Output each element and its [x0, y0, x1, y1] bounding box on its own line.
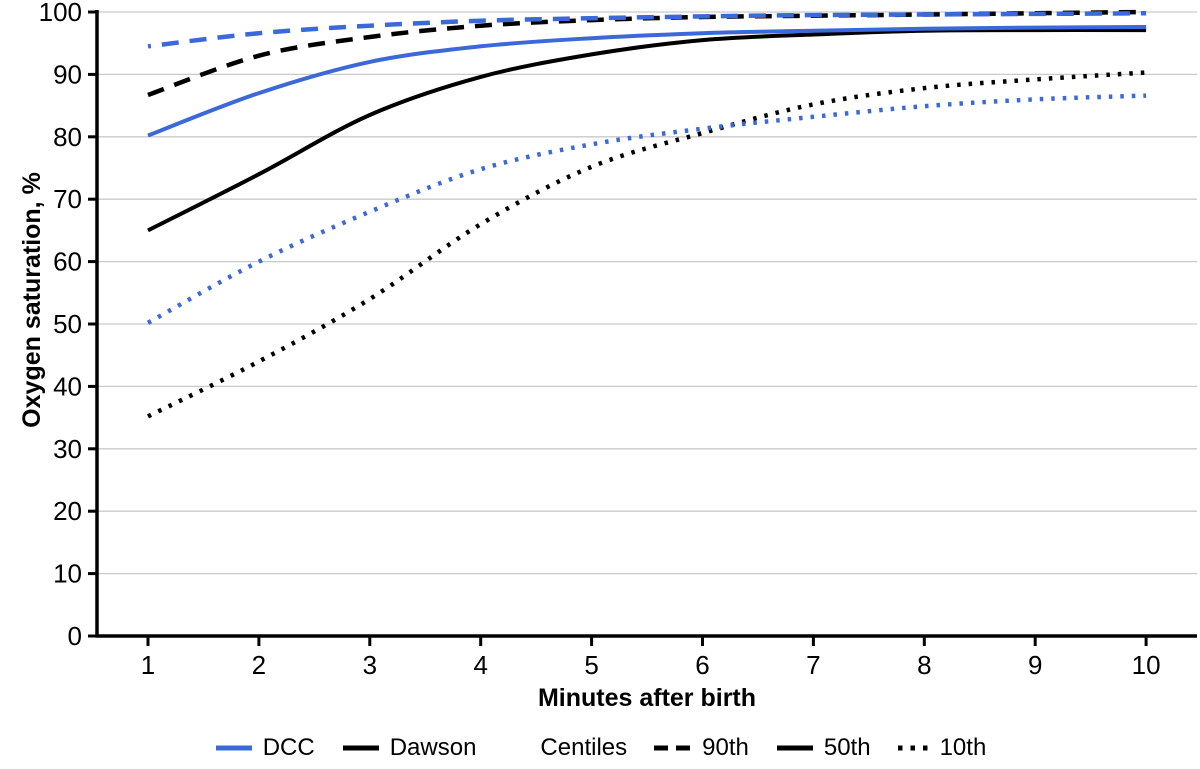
y-tick-label-10: 10 — [53, 559, 82, 589]
dotted-line-swatch-icon — [897, 745, 931, 751]
gridlines-layer — [97, 11, 1197, 575]
y-tick-label-30: 30 — [53, 434, 82, 464]
dawson-line-swatch-icon — [342, 745, 379, 751]
legend-item-50th: 50th — [775, 734, 871, 762]
x-tick-label-10: 10 — [1132, 650, 1161, 680]
legend-label-10th: 10th — [939, 734, 987, 761]
x-tick-label-1: 1 — [141, 650, 155, 680]
legend-item-90th: 90th — [653, 734, 749, 762]
x-tick-label-8: 8 — [917, 650, 931, 680]
y-tick-label-100: 100 — [39, 0, 82, 27]
series-dawson-50th — [147, 28, 1147, 233]
chart-legend: DCC Dawson Centiles 90th 50th 10th — [0, 729, 1200, 767]
x-tick-label-7: 7 — [806, 650, 820, 680]
y-tick-label-60: 60 — [53, 247, 82, 277]
axes-layer — [88, 10, 1197, 646]
solid-line-swatch-icon — [776, 745, 813, 751]
x-tick-label-4: 4 — [473, 650, 487, 680]
y-tick-label-70: 70 — [53, 184, 82, 214]
y-tick-label-90: 90 — [53, 59, 82, 89]
series-dcc-90th — [147, 10, 1147, 49]
x-tick-label-6: 6 — [695, 650, 709, 680]
data-series-layer — [146, 9, 1147, 419]
y-tick-label-0: 0 — [68, 621, 82, 651]
dashed-line-swatch-icon — [654, 745, 694, 751]
y-tick-label-80: 80 — [53, 122, 82, 152]
tick-labels-layer: 0 10 20 30 40 50 60 70 80 90 100 1 2 3 4 5 6 7 8 9 10 — [39, 0, 1161, 680]
series-dawson-10th — [147, 70, 1147, 419]
x-tick-label-2: 2 — [252, 650, 266, 680]
legend-item-10th: 10th — [897, 734, 987, 762]
x-axis-title: Minutes after birth — [538, 684, 756, 712]
y-tick-label-50: 50 — [53, 309, 82, 339]
x-tick-label-9: 9 — [1028, 650, 1042, 680]
y-tick-label-40: 40 — [53, 371, 82, 401]
dcc-line-swatch-icon — [215, 745, 252, 751]
legend-item-dawson: Dawson — [341, 734, 477, 762]
y-axis-title: Oxygen saturation, % — [18, 172, 46, 428]
legend-label-dawson: Dawson — [389, 734, 477, 761]
series-dcc-10th — [146, 93, 1147, 325]
series-dcc-50th — [147, 25, 1147, 138]
legend-centiles-title: Centiles — [540, 734, 628, 761]
legend-label-dcc: DCC — [262, 734, 315, 761]
y-tick-label-20: 20 — [53, 496, 82, 526]
legend-label-90th: 90th — [702, 734, 749, 761]
legend-item-dcc: DCC — [214, 734, 315, 762]
x-tick-label-5: 5 — [584, 650, 598, 680]
legend-label-50th: 50th — [823, 734, 871, 761]
x-tick-label-3: 3 — [363, 650, 377, 680]
